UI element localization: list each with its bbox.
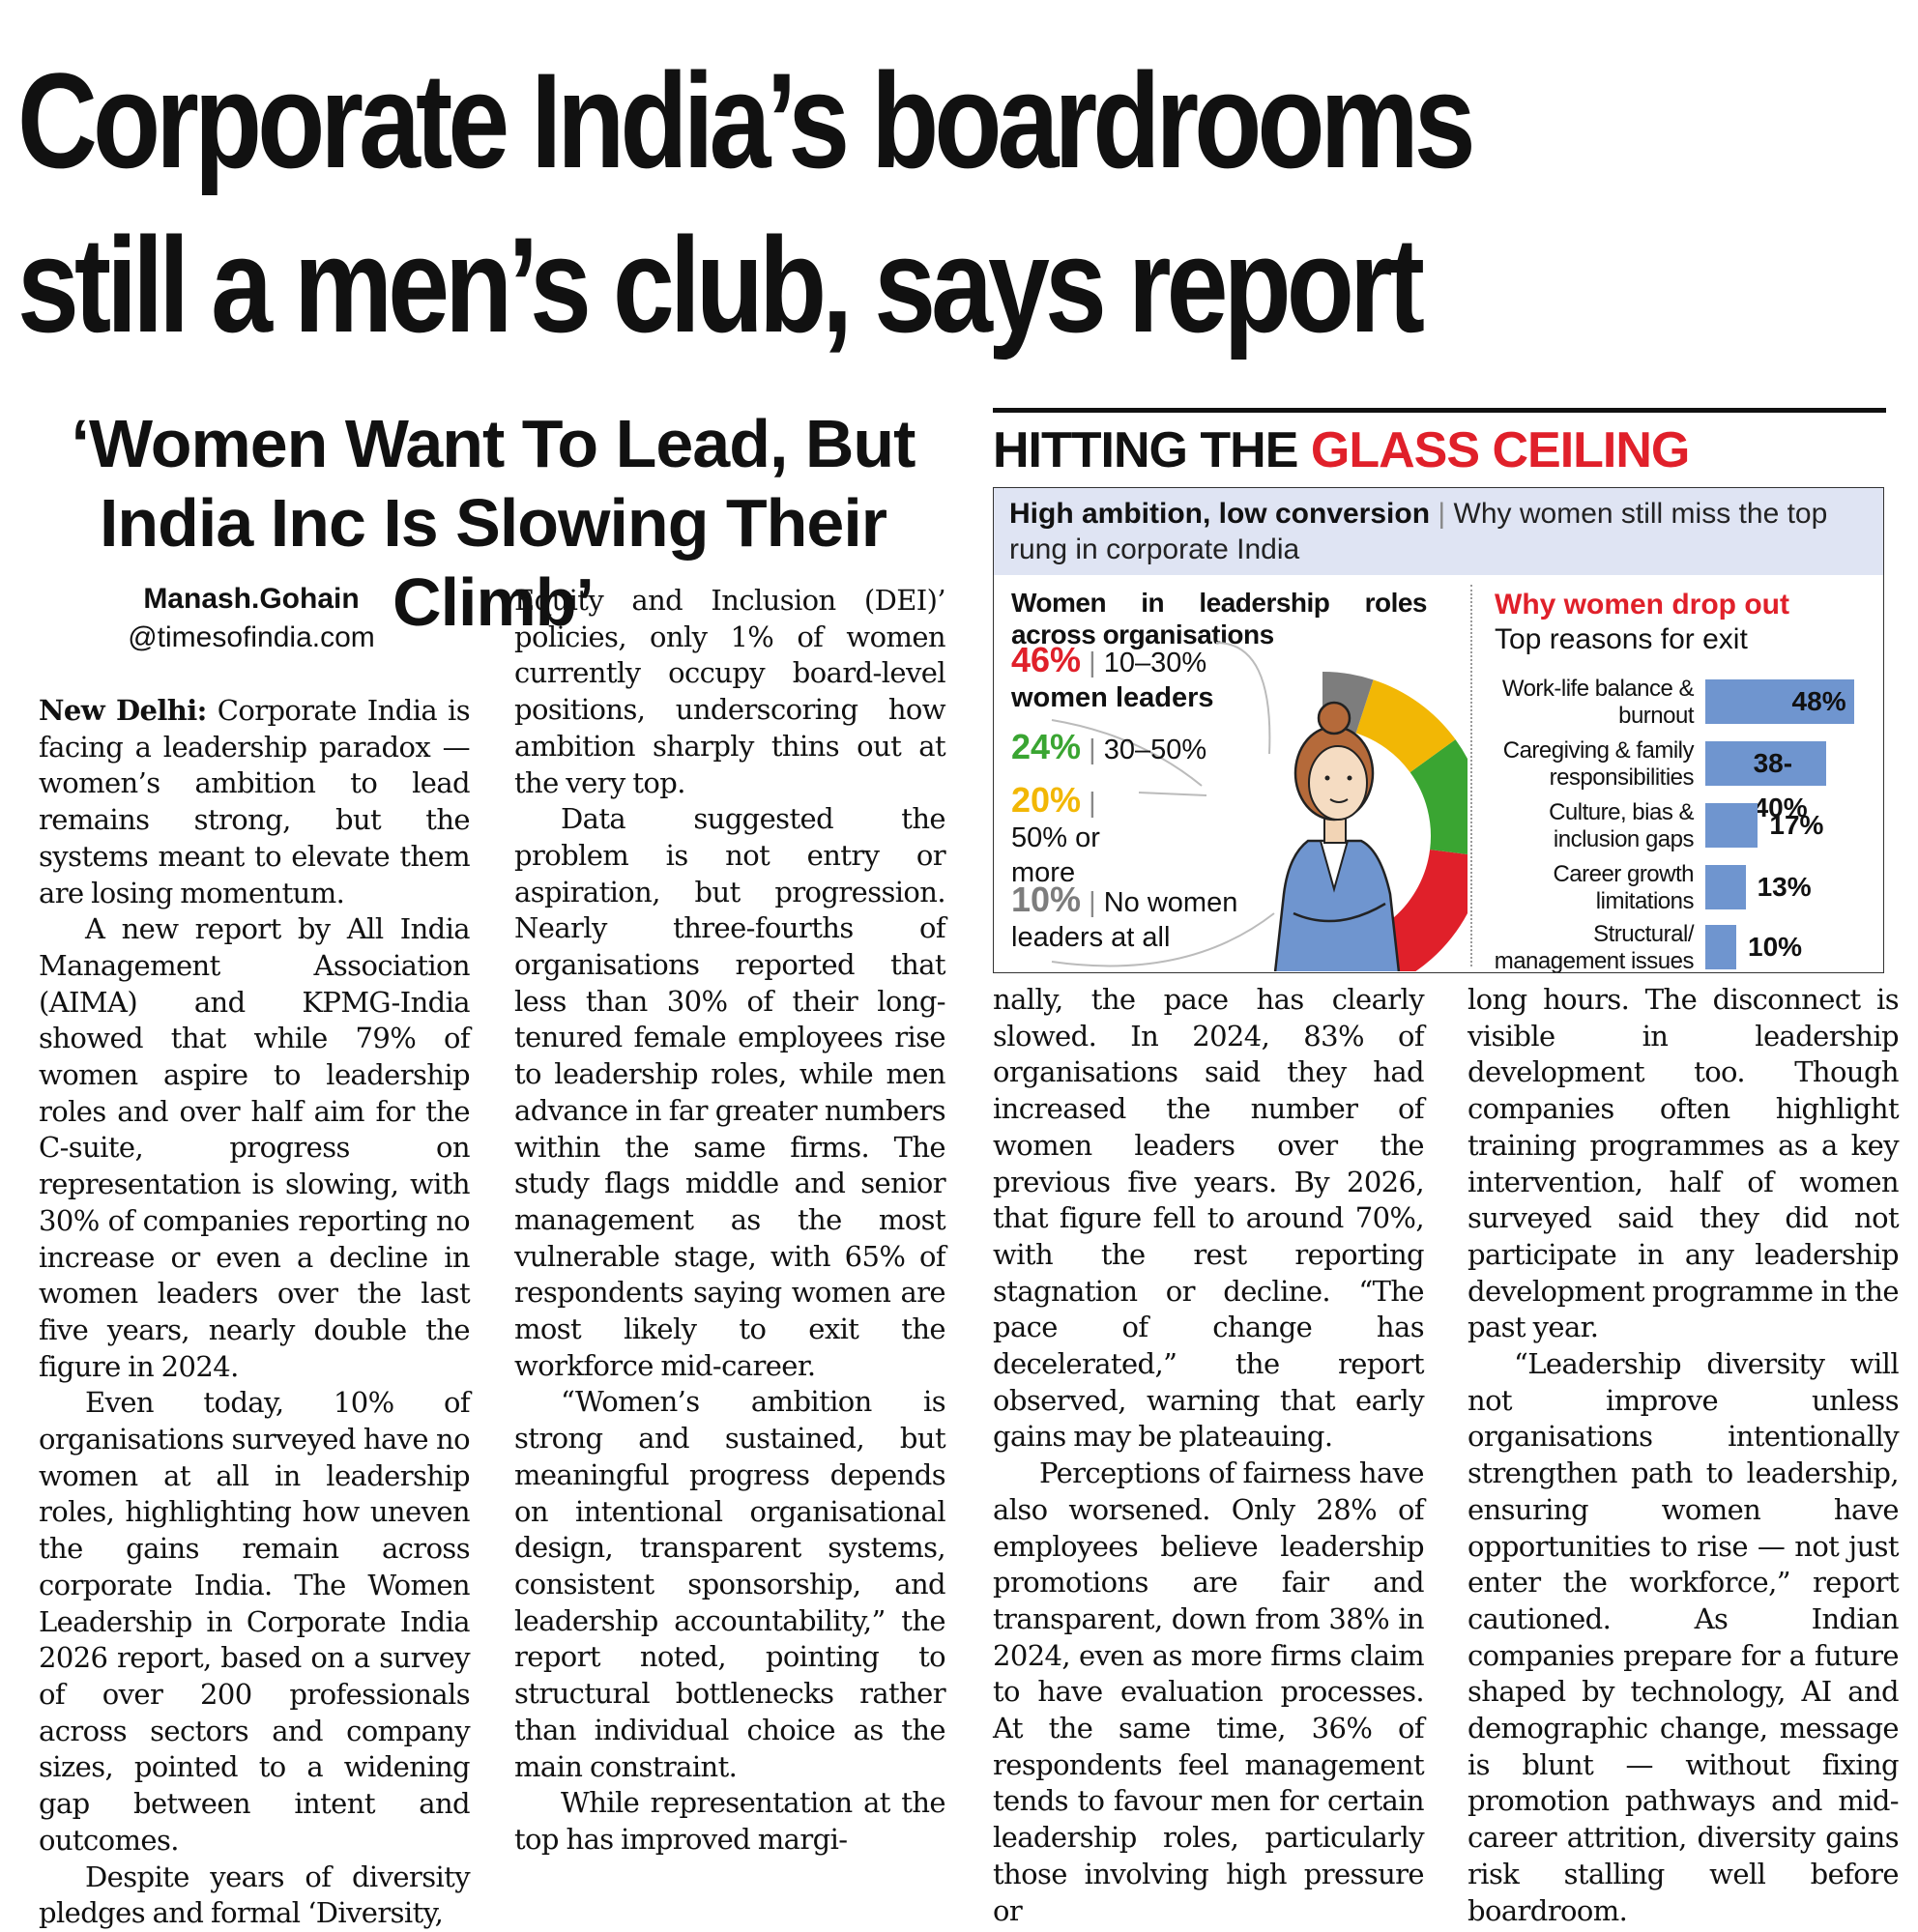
bar-chart-title: Why women drop out [1495, 589, 1789, 620]
bar-chart-subtitle: Top reasons for exit [1495, 623, 1748, 655]
legend-label: No women leaders at all [1011, 887, 1238, 953]
separator: | [1089, 735, 1096, 765]
author-handle: @timesofindia.com [128, 621, 375, 653]
eye-shape [1324, 775, 1330, 781]
infographic-top-rule [993, 408, 1886, 413]
paragraph: New Delhi: Corporate India is facing a l… [39, 693, 471, 911]
separator: | [1089, 887, 1096, 918]
paragraph: nally, the pace has clearly slowed. In 2… [993, 983, 1425, 1454]
legend-item-no-women: 10% | No women leaders at all [1011, 882, 1263, 955]
paragraph: Data suggested the problem is not entry … [514, 802, 946, 1382]
face-shape [1308, 745, 1368, 821]
article-column-3: nally, the pace has clearly slowed. In 2… [993, 982, 1425, 1929]
donut-slice [1409, 739, 1468, 854]
dateline: New Delhi: [39, 694, 207, 727]
bar-category-label: Caregiving & family responsibilities [1502, 737, 1695, 791]
infographic-title-part-2: GLASS CEILING [1310, 422, 1690, 478]
infographic-subtitle: High ambition, low conversion | Why wome… [1009, 496, 1860, 567]
paragraph: While representation at the top has impr… [514, 1786, 946, 1856]
bar [1705, 925, 1736, 969]
legend-percent: 20% [1011, 780, 1082, 820]
legend-percent: 24% [1011, 727, 1082, 766]
paragraph: Equity and Inclusion (DEI)’ policies, on… [514, 584, 946, 799]
headline: Corporate India’s boardrooms still a men… [17, 39, 1563, 367]
bar-category-label: Work-life balance & burnout [1501, 676, 1695, 729]
legend-label: 30–50% [1103, 735, 1207, 765]
bar-value-label: 38-40% [1753, 748, 1808, 822]
bar [1705, 741, 1826, 786]
infographic-subtitle-rest: Why women still miss the top rung in cor… [1009, 498, 1828, 565]
headline-line-1: Corporate India’s boardrooms [17, 44, 1476, 196]
woman-illustration [1273, 701, 1401, 971]
legend-item-10-30: 46% | 10–30% women leaders [1011, 643, 1214, 715]
infographic-subtitle-band [994, 488, 1883, 575]
headline-line-2: still a men’s club, says report [17, 209, 1425, 360]
bar-category-label: Culture, bias & inclusion gaps [1549, 799, 1694, 852]
bar [1705, 803, 1758, 848]
paragraph: Even today, 10% of organisations surveye… [39, 1386, 471, 1857]
legend-percent: 10% [1011, 879, 1082, 919]
infographic-panel: High ambition, low conversion | Why wome… [993, 487, 1884, 973]
leader-lines [1051, 642, 1275, 967]
infographic-subtitle-bold: High ambition, low conversion [1009, 498, 1431, 530]
bar-value-label: 13% [1757, 872, 1812, 902]
leader-line [1138, 792, 1207, 796]
bar-category-label: Structural/ management issues [1494, 921, 1695, 973]
paragraph: long hours. The disconnect is visible in… [1468, 983, 1900, 1344]
subheadline: ‘Women Want To Lead, But India Inc Is Sl… [71, 406, 916, 640]
infographic: HITTING THE GLASS CEILING High ambition,… [993, 408, 1886, 973]
leader-line [1051, 912, 1275, 967]
donut-slice [1355, 679, 1456, 773]
legend-label: 50% or more [1011, 822, 1100, 888]
bar [1705, 679, 1854, 724]
author-name: Manash.Gohain [143, 583, 360, 615]
donut-chart-title: Women in leadership roles across organis… [1011, 588, 1428, 649]
bar-value-label: 17% [1769, 810, 1824, 840]
separator: | [1438, 498, 1446, 530]
smile-shape [1329, 798, 1349, 803]
legend-label-bold: women leaders [1011, 682, 1214, 713]
paragraph: “Leadership diversity will not improve u… [1468, 1347, 1900, 1927]
separator: | [1089, 788, 1096, 819]
legend-percent: 46% [1011, 640, 1082, 679]
article-column-1: New Delhi: Corporate India is facing a l… [39, 693, 471, 1932]
arms-shape [1293, 902, 1386, 923]
hair-bun-shape [1317, 701, 1351, 735]
bar-value-label: 10% [1748, 932, 1803, 962]
legend-label: 10–30% [1103, 648, 1207, 678]
paragraph: “Women’s ambition is strong and sustaine… [514, 1385, 946, 1783]
paragraph: Perceptions of fairness have also worsen… [993, 1456, 1425, 1927]
donut-chart [1051, 642, 1468, 971]
infographic-title-part-1: HITTING THE [993, 422, 1298, 478]
article-column-4: long hours. The disconnect is visible in… [1468, 982, 1900, 1929]
bar [1705, 865, 1746, 909]
blazer-shape [1273, 839, 1401, 971]
legend-item-30-50: 24% | 30–50% [1011, 730, 1206, 767]
leader-line [1051, 719, 1203, 787]
section-divider [1470, 585, 1472, 966]
byline: Manash.Gohain @timesofindia.com [39, 580, 464, 657]
eye-shape [1347, 775, 1352, 781]
paragraph: A new report by All India Management Ass… [39, 912, 471, 1383]
bar-category-label: Career growth limitations [1553, 861, 1694, 914]
article-column-2: Equity and Inclusion (DEI)’ policies, on… [514, 583, 946, 1859]
separator: | [1089, 648, 1096, 678]
leader-line [1215, 642, 1271, 755]
infographic-title: HITTING THE GLASS CEILING [993, 421, 1690, 479]
legend-item-50-plus: 20% | 50% or more [1011, 783, 1156, 890]
paragraph: Despite years of diversity pledges and f… [39, 1860, 471, 1930]
paragraph-text: Corporate India is facing a leadership p… [39, 694, 471, 909]
bar-value-label: 48% [1791, 686, 1846, 716]
